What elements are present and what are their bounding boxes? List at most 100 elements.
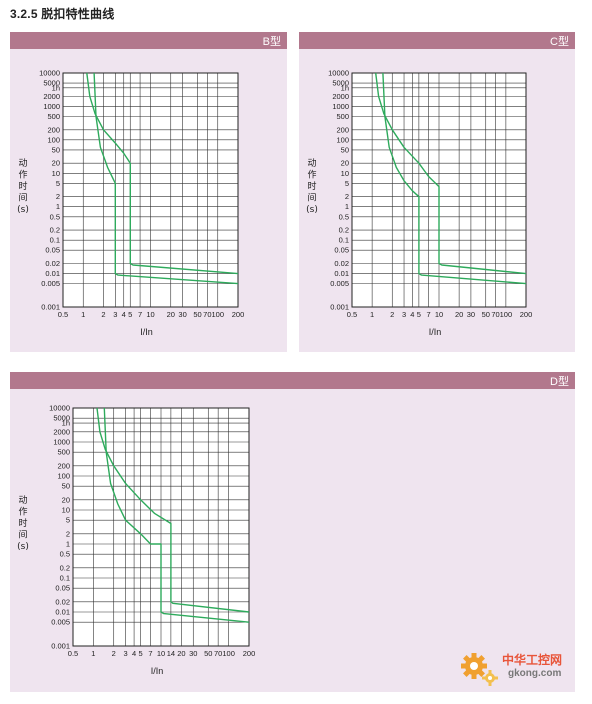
chart-panel-d: D型 0.001 0.005 0.01 0.02 0.05 0.1 0.2 0.5 1 2 5 10 2… xyxy=(10,372,575,692)
y-tick-label: 0.02 xyxy=(334,259,349,268)
x-tick-label: 10 xyxy=(146,310,154,319)
x-axis-label: I/In xyxy=(140,327,153,337)
x-tick-label: 14 xyxy=(167,649,175,658)
x-tick-label: 100 xyxy=(500,310,513,319)
gear-icon xyxy=(461,653,498,686)
x-tick-label: 20 xyxy=(167,310,175,319)
x-tick-label: 3 xyxy=(124,649,128,658)
y-tick-label: 10 xyxy=(62,506,70,515)
y-tick-label: 1h xyxy=(62,419,70,428)
y-axis-label: (s) xyxy=(17,205,29,215)
y-axis-label: 时 xyxy=(18,180,27,192)
y-tick-label: 50 xyxy=(52,145,60,154)
y-tick-label: 1 xyxy=(345,202,349,211)
x-tick-label: 4 xyxy=(132,649,136,658)
x-tick-label: 50 xyxy=(193,310,201,319)
trip-curve xyxy=(375,72,527,275)
plot-frame xyxy=(351,72,527,308)
x-tick-label: 7 xyxy=(427,310,431,319)
watermark-domain: gkong.com xyxy=(508,668,562,679)
y-tick-label: 0.2 xyxy=(60,563,70,572)
x-tick-label: 70 xyxy=(491,310,499,319)
plot-frame xyxy=(72,407,250,647)
x-tick-label: 10 xyxy=(157,649,165,658)
y-tick-label: 5000 xyxy=(332,79,349,88)
x-tick-label: 5 xyxy=(128,310,132,319)
x-tick-label: 2 xyxy=(390,310,394,319)
y-tick-label: 200 xyxy=(336,125,349,134)
y-tick-label: 100 xyxy=(336,135,349,144)
y-tick-label: 0.05 xyxy=(45,246,60,255)
y-tick-label: 0.1 xyxy=(60,574,70,583)
y-tick-label: 10 xyxy=(52,169,60,178)
y-axis-label: 动 xyxy=(18,495,27,506)
x-tick-label: 30 xyxy=(189,649,197,658)
x-tick-label: 5 xyxy=(139,649,143,658)
y-axis-label: (s) xyxy=(17,542,29,552)
x-tick-label: 100 xyxy=(211,310,224,319)
x-tick-label: 4 xyxy=(122,310,126,319)
y-tick-label: 0.005 xyxy=(51,618,70,627)
y-tick-label: 20 xyxy=(341,159,349,168)
y-tick-label: 50 xyxy=(62,482,70,491)
y-tick-label: 0.1 xyxy=(50,236,60,245)
trip-curve xyxy=(96,407,250,613)
y-tick-label: 0.02 xyxy=(55,597,70,606)
y-tick-label: 0.001 xyxy=(51,642,70,651)
x-tick-label: 200 xyxy=(243,649,256,658)
y-tick-label: 2 xyxy=(56,192,60,201)
x-tick-label: 0.5 xyxy=(347,310,357,319)
y-tick-label: 5 xyxy=(56,179,60,188)
y-tick-label: 2 xyxy=(345,192,349,201)
x-tick-label: 5 xyxy=(417,310,421,319)
y-axis-label: 间 xyxy=(18,529,27,541)
x-tick-label: 70 xyxy=(214,649,222,658)
y-axis-label: 间 xyxy=(18,192,27,204)
chart-panel-c: C型 0.001 0.005 0.01 0.02 0.05 0.1 0.2 0.5 1 2 5 10 2… xyxy=(299,32,575,352)
x-tick-label: 1 xyxy=(91,649,95,658)
chart-title: C型 xyxy=(550,36,569,48)
x-tick-label: 0.5 xyxy=(68,649,78,658)
y-tick-label: 0.5 xyxy=(339,212,349,221)
y-tick-label: 0.01 xyxy=(55,608,70,617)
y-tick-label: 0.005 xyxy=(41,279,60,288)
panel-header: C型 xyxy=(299,32,575,49)
trip-curve xyxy=(93,72,239,285)
y-tick-label: 1h xyxy=(52,83,60,92)
x-tick-label: 30 xyxy=(178,310,186,319)
x-tick-label: 1 xyxy=(81,310,85,319)
y-tick-label: 5000 xyxy=(53,414,70,423)
trip-curve xyxy=(382,72,527,285)
y-tick-label: 2000 xyxy=(43,92,60,101)
y-tick-label: 200 xyxy=(57,461,70,470)
y-tick-label: 20 xyxy=(52,159,60,168)
y-tick-label: 500 xyxy=(336,112,349,121)
y-tick-label: 10000 xyxy=(328,69,349,78)
y-tick-label: 0.001 xyxy=(330,303,349,312)
y-tick-label: 50 xyxy=(341,145,349,154)
y-tick-label: 1000 xyxy=(43,102,60,111)
x-tick-label: 7 xyxy=(138,310,142,319)
x-axis-label: I/In xyxy=(151,666,164,676)
x-tick-label: 30 xyxy=(467,310,475,319)
y-tick-label: 10 xyxy=(341,169,349,178)
x-tick-label: 20 xyxy=(177,649,185,658)
y-tick-label: 1h xyxy=(341,83,349,92)
x-tick-label: 7 xyxy=(148,649,152,658)
y-tick-label: 0.05 xyxy=(55,584,70,593)
y-tick-label: 0.5 xyxy=(60,550,70,559)
y-tick-label: 0.2 xyxy=(50,226,60,235)
y-tick-label: 0.02 xyxy=(45,259,60,268)
y-tick-label: 0.5 xyxy=(50,212,60,221)
y-tick-label: 2000 xyxy=(53,427,70,436)
x-tick-label: 3 xyxy=(402,310,406,319)
plot-frame xyxy=(62,72,239,308)
y-tick-label: 5 xyxy=(345,179,349,188)
x-tick-label: 4 xyxy=(410,310,414,319)
y-tick-label: 100 xyxy=(57,472,70,481)
trip-curve-chart-c: 0.0010.0050.010.020.050.10.20.5125102050… xyxy=(306,69,532,338)
x-tick-label: 50 xyxy=(204,649,212,658)
x-tick-label: 50 xyxy=(482,310,490,319)
y-tick-label: 0.05 xyxy=(334,246,349,255)
y-tick-label: 1000 xyxy=(53,438,70,447)
